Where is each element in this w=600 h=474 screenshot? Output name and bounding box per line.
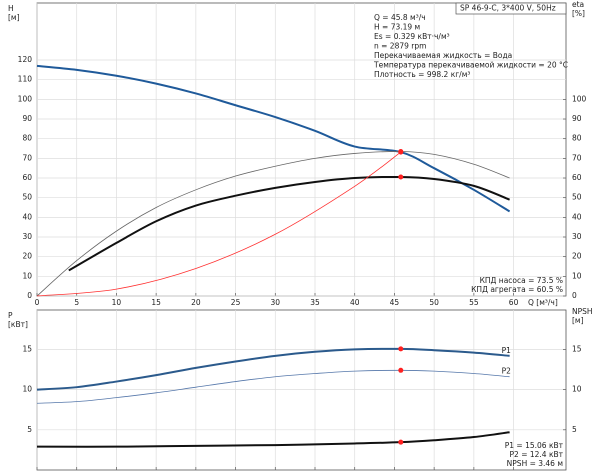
y-tick-label: 100 (18, 94, 33, 103)
info-line: Перекачиваемая жидкость = Вода (374, 51, 512, 60)
x-tick-label: 60 (509, 298, 519, 307)
series-line (36, 369, 510, 404)
chart-title: SP 46-9-C, 3*400 V, 50Hz (460, 4, 556, 13)
note: КПД насоса = 73.5 % (480, 276, 563, 285)
info-line: Es = 0.329 кВт·ч/м³ (374, 32, 450, 41)
operating-point (398, 439, 404, 445)
y2-tick-label: 10 (572, 385, 582, 394)
info-line: n = 2879 rpm (374, 42, 426, 51)
operating-point (398, 367, 404, 373)
x-tick-label: 55 (469, 298, 479, 307)
note: NPSH = 3.46 м (507, 459, 563, 468)
info-line: Плотность = 998.2 кг/м³ (374, 70, 470, 79)
y-tick-label: 30 (22, 232, 32, 241)
x-tick-label: 25 (231, 298, 241, 307)
series-line (36, 431, 510, 448)
y-tick-label: 10 (22, 271, 32, 280)
y-tick-label: 0 (27, 291, 32, 300)
x-tick-label: 30 (271, 298, 281, 307)
y2-axis-label: NPSH (572, 307, 593, 316)
note: P1 = 15.06 кВт (505, 441, 564, 450)
y2-tick-label: 0 (572, 291, 577, 300)
y-tick-label: 5 (27, 425, 32, 434)
y2-tick-label: 90 (572, 114, 582, 123)
y-tick-label: 110 (18, 75, 33, 84)
operating-point (398, 148, 404, 154)
y2-tick-label: 40 (572, 212, 582, 221)
x-tick-label: 20 (191, 298, 201, 307)
x-tick-label: 40 (350, 298, 360, 307)
y-tick-label: 10 (22, 385, 32, 394)
y-axis-label: [кВт] (8, 320, 28, 329)
series-line (36, 151, 510, 297)
note: КПД агрегата = 60.5 % (471, 285, 563, 294)
series-label: P2 (502, 367, 512, 376)
x-axis-label: Q [м³/ч] (528, 298, 558, 307)
y-axis-label: H (8, 4, 14, 13)
y-tick-label: 20 (22, 252, 32, 261)
y2-tick-label: 60 (572, 173, 582, 182)
series-line (36, 347, 510, 391)
y-tick-label: 90 (22, 114, 32, 123)
y2-tick-label: 10 (572, 271, 582, 280)
y-tick-label: 50 (22, 193, 32, 202)
y2-axis-label: eta (572, 0, 584, 9)
y2-tick-label: 20 (572, 252, 582, 261)
y2-axis-label: [%] (572, 9, 585, 18)
y-tick-label: 40 (22, 212, 32, 221)
y-axis-label: [м] (8, 13, 20, 22)
info-line: Q = 45.8 м³/ч (374, 13, 426, 22)
x-tick-label: 15 (151, 298, 161, 307)
series-line (68, 175, 510, 272)
y-tick-label: 15 (22, 344, 32, 353)
y2-tick-label: 100 (572, 94, 587, 103)
y-tick-label: 80 (22, 134, 32, 143)
y2-tick-label: 15 (572, 344, 582, 353)
y2-tick-label: 50 (572, 193, 582, 202)
series-line (36, 151, 402, 297)
info-line: Температура перекачиваемой жидкости = 20… (373, 61, 568, 70)
info-line: H = 73.19 м (374, 23, 420, 32)
x-tick-label: 5 (74, 298, 79, 307)
y2-axis-label: [м] (572, 316, 584, 325)
y2-tick-label: 5 (572, 425, 577, 434)
y-axis-label: P (8, 311, 13, 320)
operating-point (398, 174, 404, 180)
x-tick-label: 35 (310, 298, 320, 307)
series-line (36, 64, 511, 213)
x-tick-label: 10 (112, 298, 122, 307)
x-tick-label: 50 (429, 298, 439, 307)
y2-tick-label: 80 (572, 134, 582, 143)
y-tick-label: 70 (22, 153, 32, 162)
series-label: P1 (502, 346, 512, 355)
note: P2 = 12.4 кВт (510, 450, 564, 459)
title-box (455, 2, 567, 15)
y2-tick-label: 70 (572, 153, 582, 162)
x-tick-label: 0 (35, 298, 40, 307)
y2-tick-label: 30 (572, 232, 582, 241)
x-tick-label: 45 (390, 298, 400, 307)
y-tick-label: 60 (22, 173, 32, 182)
operating-point (398, 346, 404, 352)
y-tick-label: 120 (18, 55, 33, 64)
